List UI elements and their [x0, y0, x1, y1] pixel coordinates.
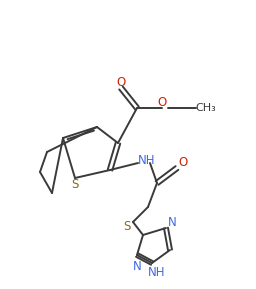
Text: O: O [178, 157, 188, 170]
Text: NH: NH [148, 266, 166, 279]
Text: N: N [133, 260, 141, 273]
Text: N: N [168, 216, 176, 229]
Text: S: S [123, 220, 131, 232]
Text: O: O [116, 75, 126, 88]
Text: CH₃: CH₃ [196, 103, 216, 113]
Text: O: O [157, 97, 167, 110]
Text: S: S [71, 177, 79, 190]
Text: NH: NH [138, 155, 156, 168]
